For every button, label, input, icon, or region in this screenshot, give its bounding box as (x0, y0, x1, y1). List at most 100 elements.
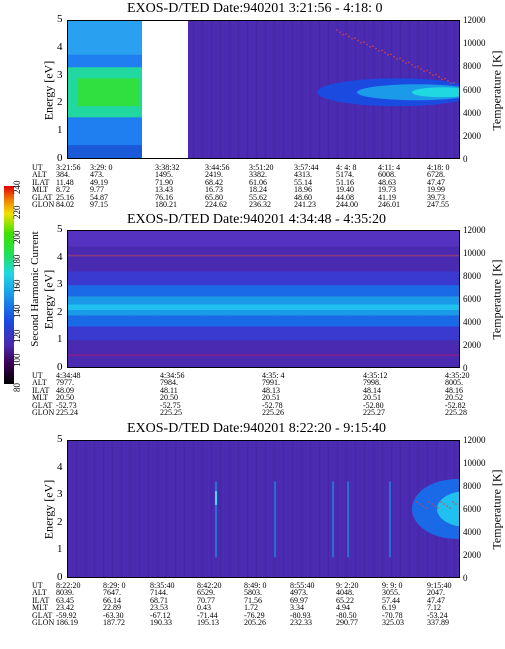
heatmap-texture (154, 440, 155, 578)
heatmap-texture (346, 440, 347, 578)
heatmap-background (67, 440, 460, 578)
table-cell: 47.47 (427, 595, 445, 605)
table-cell: 66.14 (103, 595, 121, 605)
temperature-point (393, 55, 395, 58)
table-cell: 247.55 (427, 200, 449, 209)
table-cell: 290.77 (336, 618, 358, 627)
table-cell: -71.44 (197, 610, 218, 620)
table-cell: 7991. (262, 378, 280, 388)
y2-tick-label: 0 (463, 363, 468, 373)
heatmap-texture (352, 440, 353, 578)
table-cell: 54.87 (90, 192, 108, 202)
heatmap-band (67, 315, 460, 327)
table-cell: 6529. (197, 588, 215, 598)
row-label: ILAT (32, 385, 50, 395)
temperature-point (405, 62, 407, 64)
heatmap-streak (332, 481, 334, 558)
y-tick-label: 4 (57, 40, 63, 53)
heatmap-region-late-core (437, 491, 460, 527)
heatmap-texture (220, 20, 221, 159)
heatmap-texture (229, 20, 230, 159)
table-cell: 39.73 (427, 192, 445, 202)
table-cell: 20.50 (160, 393, 178, 403)
table-cell: 4973. (290, 588, 308, 598)
table-cell: 20.51 (363, 393, 381, 403)
table-cell: 49.19 (90, 177, 108, 187)
heatmap-region-late (412, 479, 460, 539)
table-cell: 19.99 (427, 185, 445, 195)
heatmap-texture (307, 440, 308, 578)
heatmap-texture (226, 440, 227, 578)
temperature-point (416, 501, 418, 503)
row-label: GLON (32, 200, 55, 209)
colorbar-label: Second Harmonic Current (29, 231, 41, 347)
heatmap-texture (109, 440, 110, 578)
row-label: ALT (32, 170, 47, 180)
heatmap-texture (205, 20, 206, 159)
table-cell: 16.73 (205, 185, 223, 195)
row-label: ALT (32, 378, 47, 388)
y-tick-label: 4 (57, 250, 63, 263)
colorbar-tick: 120 (12, 329, 22, 343)
table-cell: 8:42:20 (197, 581, 222, 590)
table-cell: 225.25 (160, 408, 182, 417)
heatmap-texture (178, 440, 179, 578)
table-cell: -80.50 (336, 610, 357, 620)
heatmap-texture (337, 440, 338, 578)
heatmap-texture (364, 440, 365, 578)
y-tick-label: 5 (57, 223, 63, 235)
heatmap-texture (133, 440, 134, 578)
y2-tick-label: 6000 (463, 504, 481, 514)
table-cell: 55.14 (294, 177, 312, 187)
y2-tick-label: 4000 (463, 527, 481, 537)
heatmap-texture (169, 440, 170, 578)
table-cell: -70.78 (382, 610, 403, 620)
heatmap-texture (211, 440, 212, 578)
table-cell: 4:18: 0 (427, 163, 450, 172)
heatmap-texture (124, 440, 125, 578)
table-cell: 7.12 (427, 603, 441, 613)
heatmap-texture (139, 440, 140, 578)
y-axis-label: Energy [eV] (41, 479, 56, 540)
heatmap-texture (238, 440, 239, 578)
heatmap-texture (370, 440, 371, 578)
table-cell: 69.97 (290, 595, 308, 605)
table-cell: 7647. (103, 588, 121, 598)
table-cell: 23.42 (56, 603, 74, 613)
temperature-line (67, 254, 460, 257)
heatmap-data-gap (142, 20, 188, 159)
heatmap-texture (181, 440, 182, 578)
temperature-point (422, 505, 424, 507)
heatmap-texture (202, 440, 203, 578)
temperature-point (423, 70, 425, 72)
heatmap-texture (250, 440, 251, 578)
y2-tick-label: 2000 (463, 340, 481, 350)
temperature-point (408, 61, 410, 64)
table-cell: 19.73 (378, 185, 396, 195)
table-cell: 473. (90, 170, 104, 180)
temperature-point (390, 53, 392, 56)
heatmap-band (67, 246, 460, 272)
table-cell: 22.89 (103, 603, 121, 613)
table-cell: 71.56 (244, 595, 262, 605)
table-cell: 9: 9: 0 (382, 581, 403, 590)
heatmap-texture (379, 440, 380, 578)
heatmap-texture (118, 440, 119, 578)
heatmap-texture (322, 440, 323, 578)
table-cell: 3055. (382, 588, 400, 598)
temperature-point (440, 501, 442, 503)
table-cell: 7984. (160, 378, 178, 388)
temperature-point (339, 31, 341, 34)
table-cell: 2047. (427, 588, 445, 598)
table-cell: 48.13 (262, 385, 280, 395)
heatmap-texture (313, 20, 314, 159)
temperature-point (351, 37, 353, 40)
heatmap-texture (232, 440, 233, 578)
row-label: GLON (32, 408, 55, 417)
heatmap-texture (397, 440, 398, 578)
table-cell: 3:51:20 (249, 163, 274, 172)
heatmap-texture (319, 440, 320, 578)
table-cell: 3.34 (290, 603, 304, 613)
heatmap-texture (79, 440, 80, 578)
heatmap-band-low (67, 354, 460, 357)
